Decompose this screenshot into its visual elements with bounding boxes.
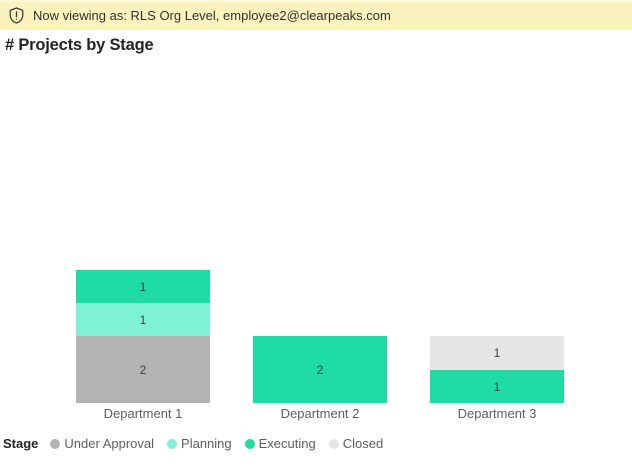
chart-legend: Stage Under Approval Planning Executing Clo… — [3, 436, 396, 451]
legend-dot-under-approval — [50, 438, 61, 449]
legend-label: Planning — [181, 436, 232, 451]
bar-segment-executing-department-3[interactable]: 1 — [430, 370, 564, 403]
legend-dot-closed — [328, 438, 339, 449]
legend-title: Stage — [3, 436, 39, 451]
legend-label: Closed — [342, 436, 384, 451]
legend-dot-executing — [244, 438, 255, 449]
shield-exclamation-icon — [9, 6, 24, 24]
data-label: 1 — [139, 279, 147, 294]
x-axis-label-department-3: Department 3 — [457, 406, 537, 421]
bar-segment-planning-department-1[interactable]: 1 — [76, 303, 210, 336]
x-axis-label-department-2: Department 2 — [280, 406, 360, 421]
legend-label: Executing — [258, 436, 316, 451]
bar-segment-closed-department-3[interactable]: 1 — [430, 336, 564, 370]
data-label: 2 — [139, 362, 147, 377]
x-axis-label-department-1: Department 1 — [103, 406, 183, 421]
legend-item-planning[interactable]: Planning — [167, 436, 232, 451]
data-label: 2 — [316, 362, 324, 377]
chart-title: # Projects by Stage — [5, 36, 154, 54]
bar-segment-executing-department-1[interactable]: 1 — [76, 270, 210, 303]
view-as-banner-text: Now viewing as: RLS Org Level, employee2… — [33, 7, 391, 23]
legend-label: Under Approval — [64, 436, 155, 451]
view-as-banner: Now viewing as: RLS Org Level, employee2… — [0, 0, 632, 30]
legend-item-under-approval[interactable]: Under Approval — [50, 436, 154, 451]
data-label: 1 — [493, 346, 501, 360]
data-label: 1 — [139, 312, 147, 327]
bar-segment-executing-department-2[interactable]: 2 — [253, 336, 387, 403]
bar-segment-under-approval-department-1[interactable]: 2 — [76, 336, 210, 403]
legend-dot-planning — [167, 438, 178, 449]
legend-items: Under Approval Planning Executing Closed — [50, 436, 396, 451]
legend-item-executing[interactable]: Executing — [244, 436, 316, 451]
data-label: 1 — [493, 379, 501, 394]
legend-item-closed[interactable]: Closed — [328, 436, 384, 451]
